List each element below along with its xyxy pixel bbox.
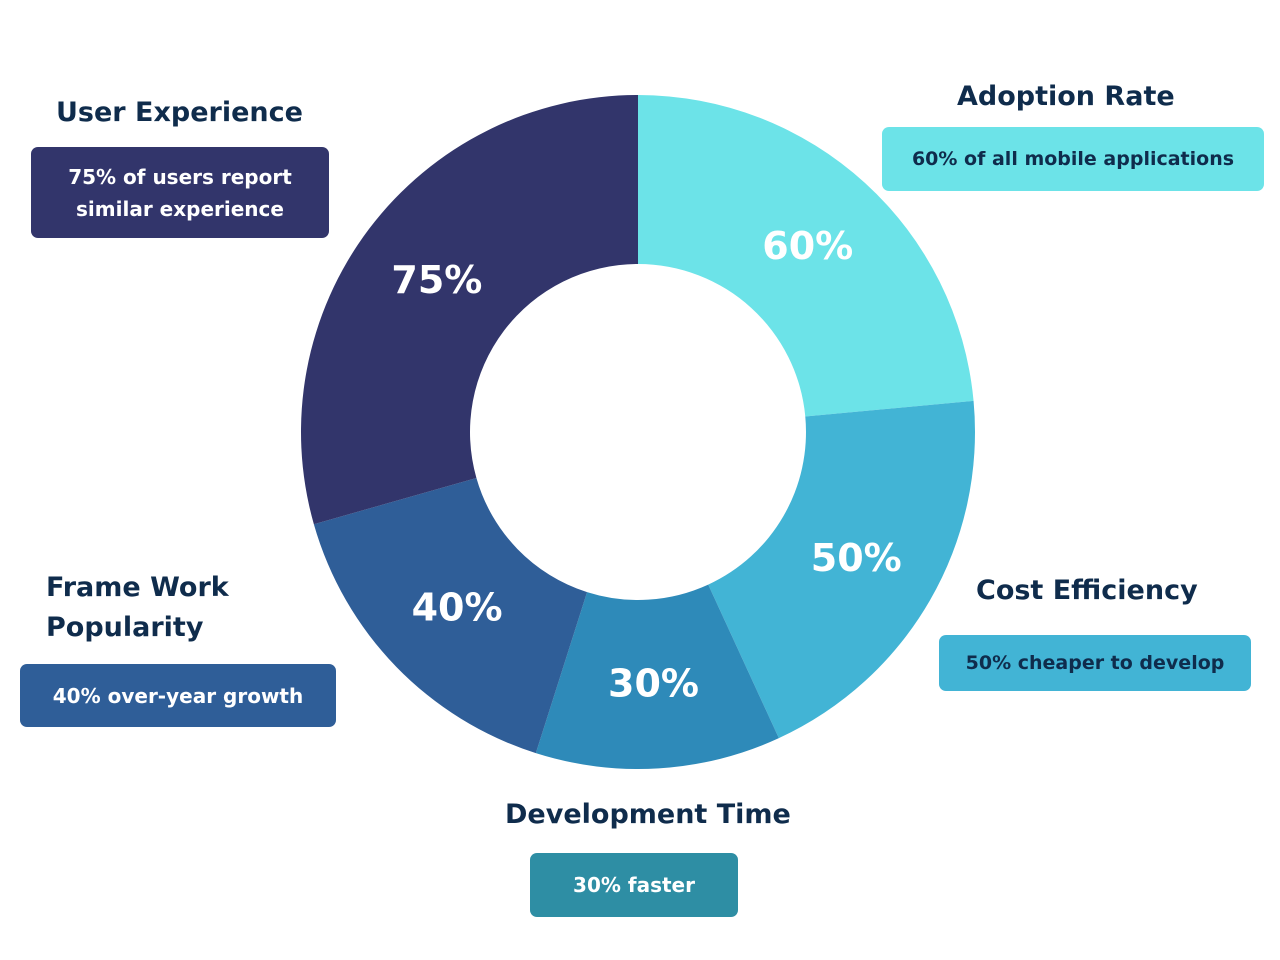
adoption-rate-title: Adoption Rate: [957, 81, 1175, 112]
framework-popularity-box: 40% over-year growth: [20, 664, 336, 727]
development-time-slice: [535, 584, 779, 769]
adoption-rate-text: 60% of all mobile applications: [911, 148, 1235, 170]
cost-efficiency-slice: [708, 400, 975, 739]
framework-popularity-title: Frame Work Popularity: [46, 568, 229, 648]
cost-efficiency-title: Cost Efficiency: [976, 575, 1198, 606]
framework-popularity-text: 40% over-year growth: [52, 683, 304, 708]
adoption-rate-box: 60% of all mobile applications: [882, 127, 1264, 191]
adoption-rate-value-label: 60%: [762, 224, 853, 268]
development-time-box: 30% faster: [530, 853, 738, 917]
adoption-rate-slice: [638, 95, 974, 417]
user-experience-box: 75% of users report similar experience: [31, 147, 329, 238]
cost-efficiency-text: 50% cheaper to develop: [965, 652, 1225, 674]
user-experience-text-line1: 75% of users report: [68, 164, 292, 189]
user-experience-slice: [300, 95, 638, 525]
framework-popularity-title-line2: Popularity: [46, 612, 204, 643]
development-time-text: 30% faster: [573, 873, 695, 897]
cost-efficiency-value-label: 50%: [811, 536, 902, 580]
user-experience-text-line2: similar experience: [76, 196, 284, 221]
framework-popularity-title-line1: Frame Work: [46, 572, 229, 603]
framework-popularity-slice: [313, 477, 588, 754]
development-time-value-label: 30%: [608, 662, 699, 706]
user-experience-value-label: 75%: [391, 258, 482, 302]
cost-efficiency-box: 50% cheaper to develop: [939, 635, 1251, 691]
framework-popularity-value-label: 40%: [412, 585, 503, 629]
development-time-title: Development Time: [505, 799, 791, 830]
user-experience-title: User Experience: [56, 97, 303, 128]
